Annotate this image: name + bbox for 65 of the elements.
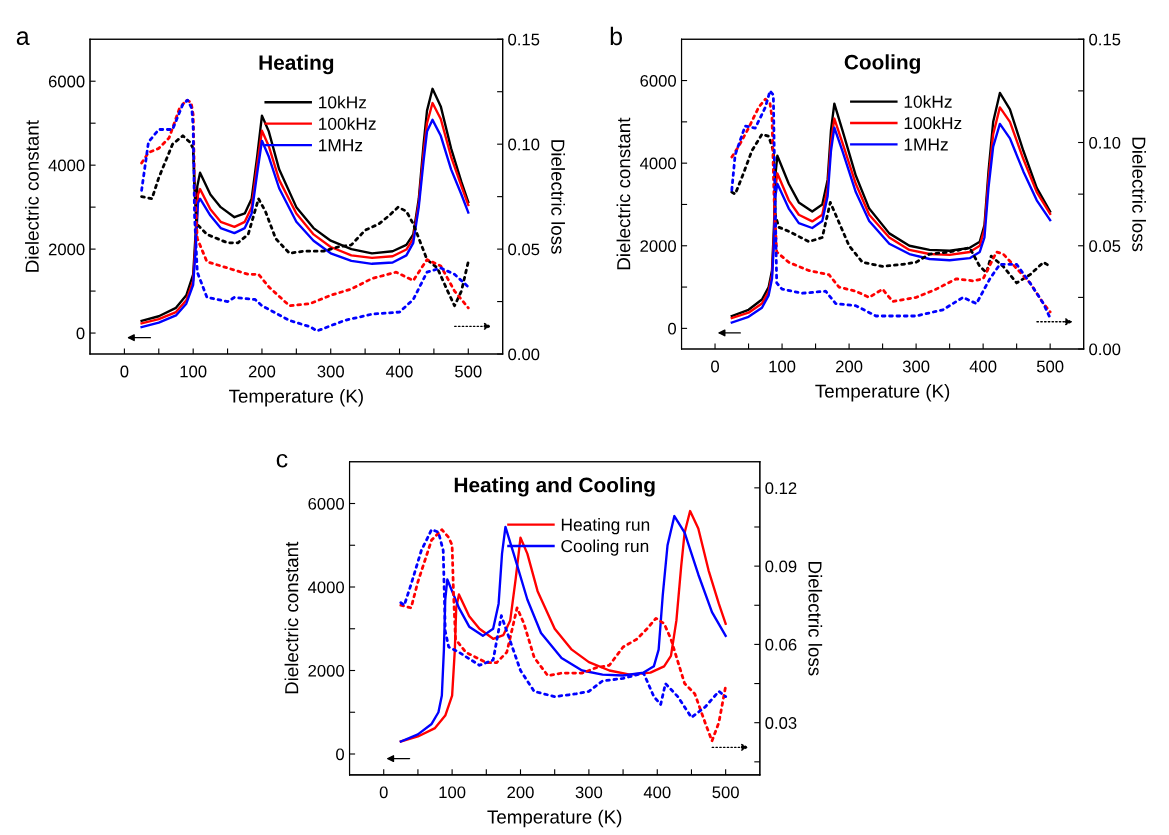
legend-label: 1MHz [904, 138, 948, 151]
y2-tick-label: 0.15 [1089, 33, 1121, 46]
text: a [16, 31, 30, 46]
y-tick-label: 0 [336, 748, 345, 761]
y-tick-label: 0 [76, 327, 85, 340]
y2-tick-label: 0.06 [765, 638, 797, 651]
x-tick-label: 300 [317, 365, 344, 378]
text: Cooling [844, 54, 920, 74]
y-axis-title: Dielectric constant [616, 117, 631, 270]
y-tick-label: 4000 [307, 581, 345, 594]
legend-label: 100kHz [319, 117, 376, 130]
y-tick-label: 6000 [48, 75, 85, 88]
y2-tick-label: 0.10 [1089, 136, 1121, 149]
x-tick-label: 200 [507, 786, 534, 799]
text: b [610, 26, 622, 46]
y-tick-label: 2000 [308, 664, 345, 677]
y-tick-label: 2000 [640, 240, 677, 252]
legend-label: 100kHz [904, 116, 962, 130]
y-tick-label: 4000 [639, 157, 677, 170]
x-tick-label: 300 [902, 360, 930, 373]
y-tick-label: 4000 [48, 159, 85, 172]
text: Heating [259, 54, 334, 75]
y2-axis-title: Dielectric loss [1132, 137, 1146, 252]
y2-tick-label: 0.03 [765, 717, 797, 729]
y-tick-label: 6000 [640, 74, 677, 87]
y2-axis-title: Dielectric loss [808, 562, 823, 676]
y-axis-title: Dielectric constant [284, 541, 299, 694]
text: Heating and Cooling [454, 477, 655, 497]
y2-tick-label: 0.05 [508, 243, 540, 256]
legend-label: 10kHz [319, 95, 367, 109]
y2-tick-label: 0.00 [508, 348, 540, 361]
x-tick-label: 500 [712, 786, 739, 799]
y2-tick-label: 0.09 [765, 560, 797, 573]
y-tick-label: 0 [668, 322, 677, 335]
y2-tick-label: 0.05 [1089, 240, 1121, 252]
y2-tick-label: 0.15 [508, 33, 540, 46]
x-tick-label: 100 [439, 786, 466, 799]
legend-label: 10kHz [904, 95, 952, 108]
legend-label: 1MHz [319, 139, 363, 152]
x-axis-title: Temperature (K) [815, 384, 950, 402]
x-axis-title: Temperature (K) [229, 389, 363, 407]
x-tick-label: 400 [969, 360, 997, 373]
x-tick-label: 0 [120, 365, 129, 378]
y2-tick-label: 0.10 [508, 138, 540, 151]
y2-axis-title: Dielectric loss [551, 140, 565, 254]
x-tick-label: 0 [379, 786, 388, 799]
x-tick-label: 0 [711, 360, 720, 373]
x-tick-label: 300 [575, 786, 603, 799]
text: c [276, 453, 288, 468]
y2-tick-label: 0.12 [765, 482, 797, 495]
x-tick-label: 100 [180, 365, 207, 378]
x-tick-label: 500 [1036, 360, 1064, 373]
x-axis-title: Temperature (K) [487, 809, 622, 828]
y-tick-label: 6000 [308, 497, 345, 510]
x-tick-label: 200 [248, 365, 276, 378]
x-tick-label: 500 [455, 365, 482, 378]
x-tick-label: 100 [769, 360, 796, 373]
legend-label: Heating run [561, 518, 650, 535]
legend-label: Cooling run [561, 539, 649, 556]
x-tick-label: 200 [836, 360, 863, 373]
y-axis-title: Dielectric constant [25, 120, 39, 272]
y-tick-label: 2000 [48, 243, 85, 256]
x-tick-label: 400 [385, 365, 413, 378]
y2-tick-label: 0.00 [1089, 343, 1121, 356]
x-tick-label: 400 [643, 786, 671, 799]
